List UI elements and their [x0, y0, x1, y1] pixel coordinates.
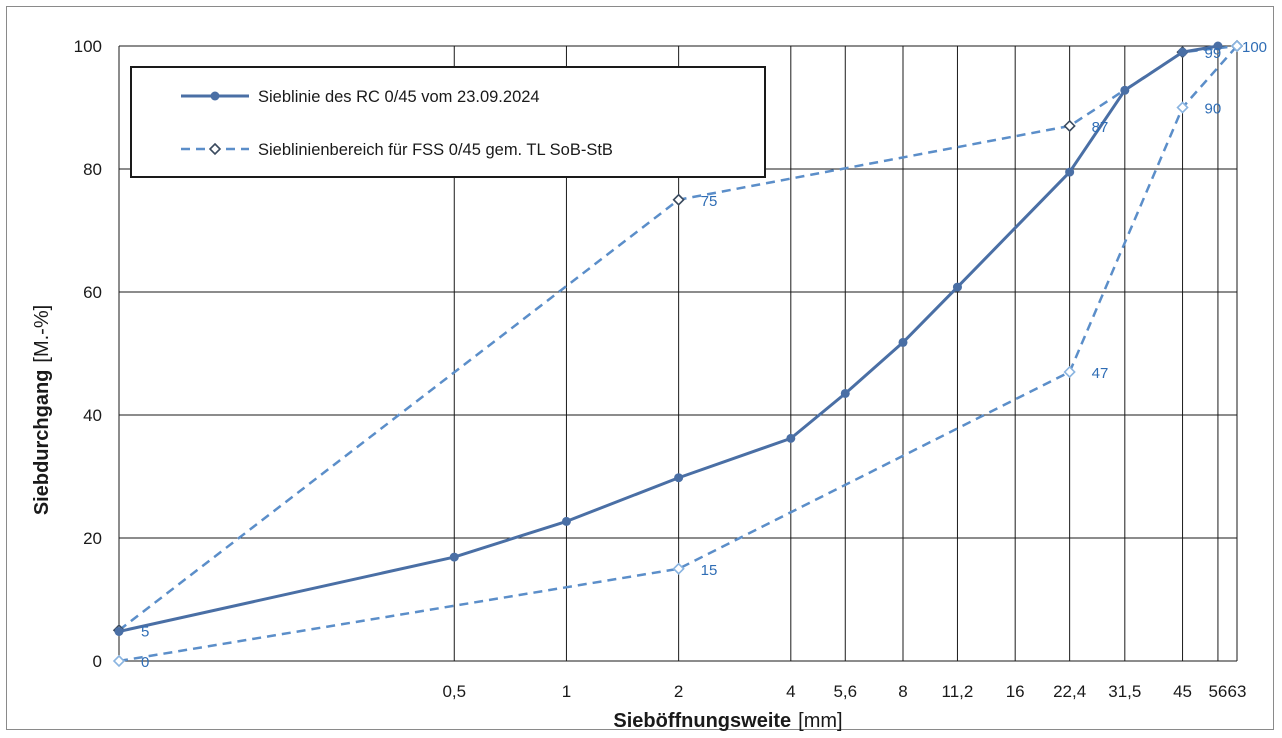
band-label-lower-0: 0 — [141, 654, 149, 671]
y-axis-unit: [M.-%] — [31, 305, 53, 363]
y-tick-label-100: 100 — [74, 37, 102, 56]
x-tick-label-4: 5,6 — [833, 682, 857, 701]
x-tick-label-12: 63 — [1228, 682, 1247, 701]
band-label-upper-1: 75 — [701, 193, 718, 210]
band-label-upper-2: 87 — [1092, 119, 1109, 136]
band-line-lower — [118, 45, 1238, 663]
band-label-lower-3: 90 — [1205, 101, 1222, 118]
measured-point-0 — [114, 626, 124, 636]
legend-marker-band — [208, 142, 222, 156]
x-tick-label-9: 31,5 — [1108, 682, 1141, 701]
y-axis-title: Siebdurchgang [M.-%] — [31, 305, 53, 515]
measured-point-10 — [1178, 47, 1188, 57]
measured-line — [118, 44, 1219, 633]
legend: Sieblinie des RC 0/45 vom 23.09.2024 Sie… — [130, 66, 766, 178]
x-tick-label-10: 45 — [1173, 682, 1192, 701]
y-axis-label: Siebdurchgang — [31, 370, 53, 516]
legend-label-measured: Sieblinie des RC 0/45 vom 23.09.2024 — [258, 88, 540, 106]
legend-box — [130, 66, 766, 178]
grading-band — [112, 39, 1244, 668]
band-label-upper-4: 100 — [1242, 39, 1267, 56]
data-labels: 5 75 87 99 100 0 15 47 90 — [141, 39, 1267, 671]
measured-point-5 — [840, 388, 850, 398]
measured-point-7 — [952, 282, 962, 292]
band-marker-lower-1 — [672, 562, 685, 575]
band-marker-lower-0 — [112, 654, 126, 668]
measured-point-8 — [1065, 167, 1075, 177]
y-tick-label-20: 20 — [83, 529, 102, 548]
y-tick-label-80: 80 — [83, 160, 102, 179]
y-tick-label-60: 60 — [83, 283, 102, 302]
x-tick-label-5: 8 — [898, 682, 907, 701]
measured-point-6 — [898, 337, 908, 347]
measured-point-2 — [561, 516, 571, 526]
band-label-upper-0: 5 — [141, 623, 149, 640]
legend-marker-measured — [210, 91, 220, 101]
measured-point-9 — [1120, 85, 1130, 95]
legend-label-band: Sieblinienbereich für FSS 0/45 gem. TL S… — [258, 141, 613, 159]
x-tick-label-7: 16 — [1006, 682, 1025, 701]
band-marker-lower-2 — [1063, 365, 1076, 379]
x-tick-label-0: 0,5 — [442, 682, 466, 701]
x-axis-unit: [mm] — [798, 710, 842, 732]
measured-point-11 — [1213, 41, 1223, 51]
x-tick-label-3: 4 — [786, 682, 795, 701]
x-tick-label-2: 2 — [674, 682, 683, 701]
band-label-upper-3: 99 — [1205, 45, 1222, 62]
band-label-lower-2: 47 — [1092, 365, 1109, 382]
measured-point-4 — [786, 433, 796, 443]
measured-point-3 — [674, 473, 684, 483]
x-axis-title: Sieböffnungsweite [mm] — [613, 710, 842, 732]
y-tick-label-0: 0 — [93, 652, 102, 671]
measured-point-1 — [449, 552, 459, 562]
x-axis-label: Sieböffnungsweite — [613, 710, 791, 732]
band-marker-lower-3 — [1176, 101, 1189, 114]
band-marker-lower-4 — [1230, 39, 1244, 53]
measured-series — [114, 41, 1223, 636]
x-tick-label-8: 22,4 — [1053, 682, 1086, 701]
band-marker-upper-1 — [672, 193, 685, 206]
x-tick-label-6: 11,2 — [942, 682, 974, 701]
band-marker-upper-2 — [1063, 119, 1076, 133]
x-tick-label-11: 56 — [1208, 682, 1227, 701]
y-tick-label-40: 40 — [83, 406, 102, 425]
x-tick-label-1: 1 — [562, 682, 571, 701]
band-label-lower-1: 15 — [701, 562, 718, 579]
